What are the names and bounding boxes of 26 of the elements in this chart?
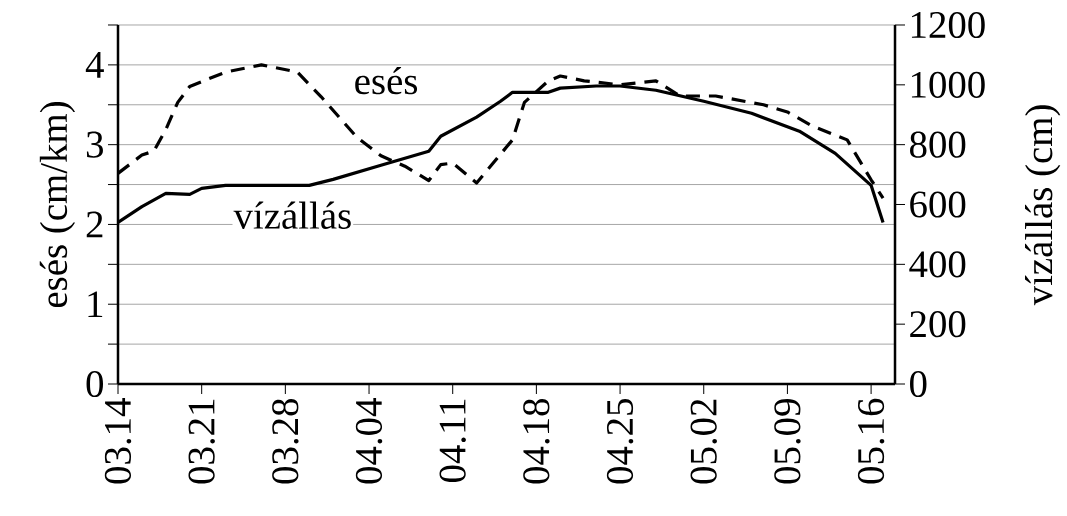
x-tick-label: 04.04 — [355, 398, 383, 484]
y2-tick-label: 600 — [910, 191, 966, 218]
y2-tick-label: 0 — [910, 370, 927, 398]
series-label: esés — [355, 66, 418, 95]
x-tick-label: 03.14 — [104, 398, 132, 484]
y2-tick-label: 800 — [910, 131, 966, 158]
series-label: vízállás — [233, 201, 351, 229]
y-axis-title: esés (cm/km) — [39, 102, 76, 308]
y2-tick-label: 1000 — [911, 71, 985, 98]
y-tick-label: 4 — [85, 52, 104, 78]
y-tick-label: 3 — [86, 131, 103, 158]
x-tick-label: 04.11 — [439, 399, 466, 483]
x-tick-label: 03.21 — [188, 399, 215, 484]
y2-axis-title: vízállás (cm) — [1025, 105, 1061, 306]
x-tick-label: 05.02 — [690, 399, 717, 484]
y-tick-label: 0 — [86, 370, 103, 398]
x-tick-label: 03.28 — [272, 398, 299, 484]
x-tick-label: 04.18 — [523, 398, 550, 484]
y-tick-label: 1 — [88, 291, 103, 318]
y2-tick-label: 1200 — [911, 11, 985, 39]
x-tick-label: 05.09 — [774, 399, 801, 484]
y-tick-label: 2 — [86, 211, 103, 238]
x-tick-label: 04.25 — [606, 399, 634, 484]
y2-tick-label: 200 — [910, 311, 966, 338]
y2-tick-label: 400 — [909, 251, 966, 278]
x-tick-label: 05.16 — [857, 398, 885, 484]
